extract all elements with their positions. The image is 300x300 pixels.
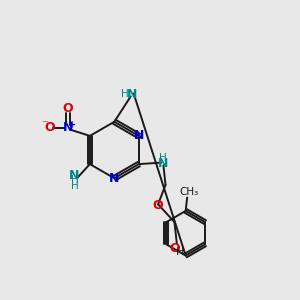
Text: O: O: [62, 102, 73, 115]
Text: H: H: [176, 248, 184, 257]
Text: +: +: [68, 120, 76, 130]
Text: CH₃: CH₃: [179, 187, 198, 197]
Text: H: H: [70, 175, 78, 185]
Text: H: H: [122, 89, 129, 99]
Text: N: N: [69, 169, 80, 182]
Text: H: H: [70, 181, 78, 190]
Text: N: N: [109, 172, 119, 185]
Text: N: N: [158, 157, 168, 170]
Text: O: O: [44, 121, 55, 134]
Text: N: N: [62, 121, 73, 134]
Text: N: N: [127, 88, 137, 100]
Text: O: O: [152, 199, 163, 212]
Text: H: H: [159, 153, 167, 163]
Text: N: N: [134, 129, 144, 142]
Text: O: O: [169, 242, 180, 255]
Text: ⁻: ⁻: [41, 118, 48, 131]
